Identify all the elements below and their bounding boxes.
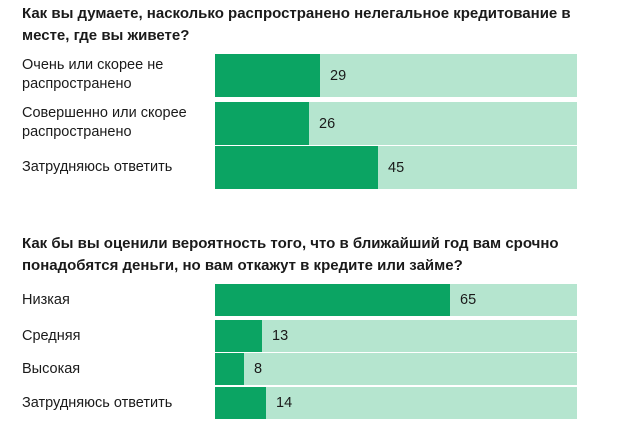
data-label: 13 [272,328,289,344]
bar [215,146,378,189]
bar [215,54,320,97]
bar-track: 14 [215,387,577,419]
bar-track: 26 [215,102,577,145]
bar-track: 29 [215,54,577,97]
chart-title: Как бы вы оценили вероятность того, что … [22,235,559,274]
category-label: Затрудняюсь ответить [22,158,173,175]
bar-row: Очень или скорее не распространено 29 [0,54,618,97]
bar [215,102,309,145]
bar-row: Средняя 13 [0,320,618,352]
category-label: Затрудняюсь ответить [22,394,173,411]
bar-row: Совершенно или скорее распространено 26 [0,102,618,145]
bar-row: Затрудняюсь ответить 45 [0,146,618,189]
bar-track: 65 [215,284,577,316]
category-label: Средняя [22,327,81,344]
bar-track: 8 [215,353,577,385]
bar [215,387,266,419]
data-label: 26 [319,116,336,132]
bar-row: Высокая 8 [0,353,618,385]
bar [215,353,244,385]
bar [215,284,450,316]
category-label: Высокая [22,360,81,377]
bar-row: Низкая 65 [0,284,618,316]
bar [215,320,262,352]
category-label: Низкая [22,291,70,308]
bar-track: 45 [215,146,577,189]
data-label: 8 [254,361,263,377]
chart-title: Как вы думаете, насколько распространено… [22,5,571,44]
bar-track: 13 [215,320,577,352]
data-label: 14 [276,395,293,411]
category-label: Совершенно или скорее распространено [22,105,187,140]
data-label: 65 [460,292,477,308]
bar-row: Затрудняюсь ответить 14 [0,387,618,419]
data-label: 29 [330,68,347,84]
category-label: Очень или скорее не распространено [22,57,164,92]
data-label: 45 [388,160,405,176]
